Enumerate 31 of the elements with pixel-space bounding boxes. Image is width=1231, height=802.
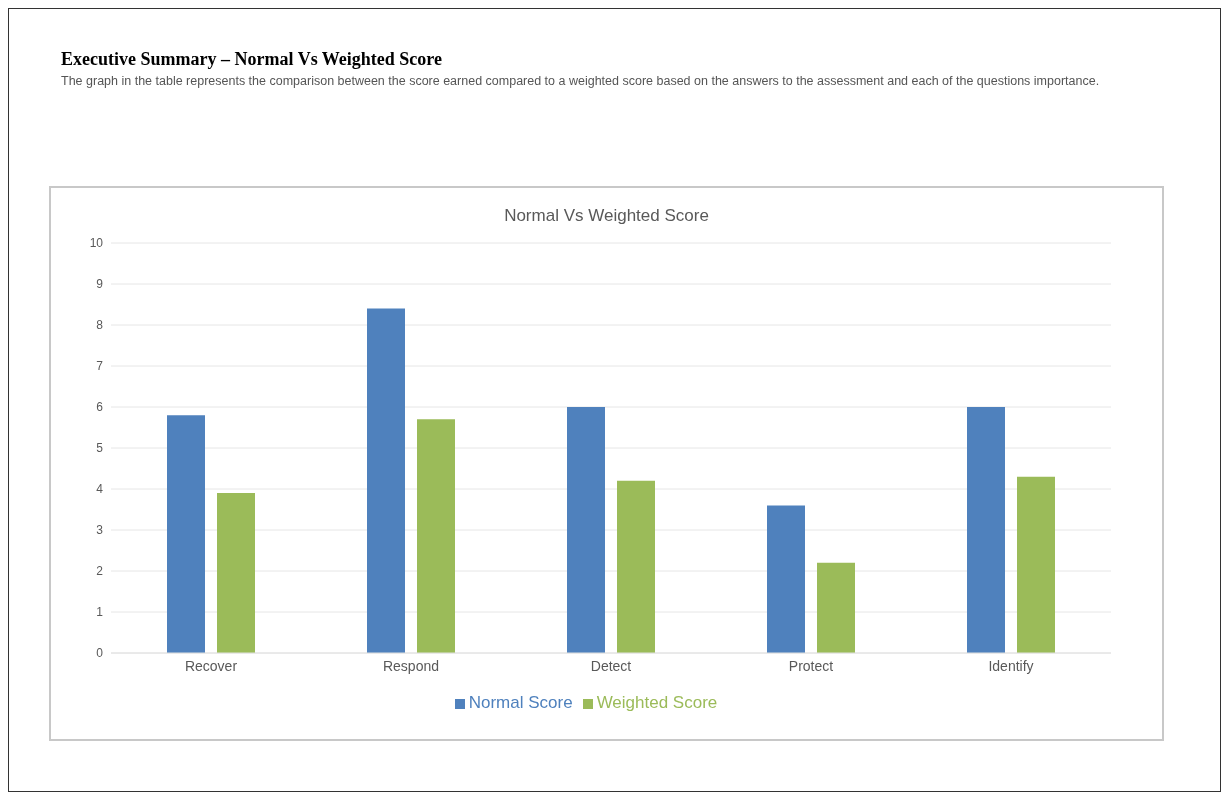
x-tick-label: Recover xyxy=(184,657,238,674)
y-tick-label: 0 xyxy=(96,646,104,661)
y-tick-label: 10 xyxy=(89,236,104,251)
bar xyxy=(817,562,855,653)
bar xyxy=(567,407,605,653)
bar xyxy=(167,415,205,653)
x-tick-label: Protect xyxy=(788,657,834,674)
legend-label: Weighted Score xyxy=(596,693,718,712)
bar xyxy=(367,308,405,653)
chart-title: Executive Summary – Normal Vs Weighted Score xyxy=(61,49,442,70)
y-tick-label: 9 xyxy=(96,277,104,292)
chart-subtitle: The graph in the table represents the comparison between the score earned compared to a weighted score based on the answers to the assessment and each of the questions importance. xyxy=(61,73,1101,90)
bar xyxy=(417,419,455,653)
bar xyxy=(967,407,1005,653)
x-tick-label: Respond xyxy=(382,657,440,674)
y-tick-label: 1 xyxy=(96,605,104,620)
y-tick-label: 7 xyxy=(96,359,104,374)
y-tick-label: 2 xyxy=(96,564,104,579)
y-tick-label: 5 xyxy=(96,441,104,456)
bar xyxy=(217,493,255,653)
x-tick-label: Identify xyxy=(988,657,1034,674)
bar xyxy=(767,505,805,653)
y-tick-label: 4 xyxy=(96,482,104,497)
y-tick-label: 8 xyxy=(96,318,104,333)
y-tick-label: 6 xyxy=(96,400,104,415)
text: Normal Vs Weighted Score xyxy=(503,206,710,226)
y-tick-label: 3 xyxy=(96,523,104,538)
bar xyxy=(617,480,655,653)
bar xyxy=(1017,476,1055,653)
legend-label: Normal Score xyxy=(468,693,573,712)
x-tick-label: Detect xyxy=(590,657,632,674)
